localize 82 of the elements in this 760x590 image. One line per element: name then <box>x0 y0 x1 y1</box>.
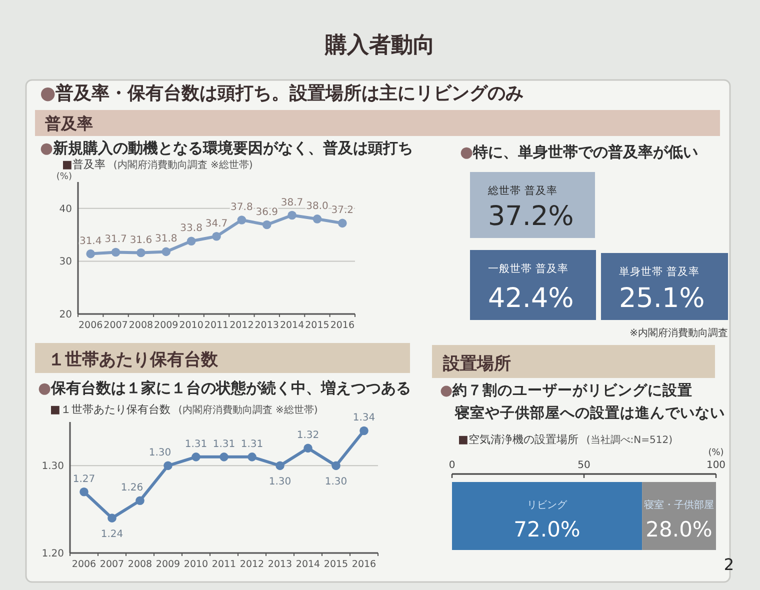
data-label: 1.27 <box>72 474 96 485</box>
x-tick-label: 2010 <box>179 320 204 331</box>
data-label: 28.0% <box>646 517 712 542</box>
series-label: リビング <box>527 500 568 511</box>
card-label: 総世帯 普及率 <box>488 185 558 197</box>
x-tick-label: 2009 <box>156 559 180 570</box>
y-tick-label: 20 <box>59 310 72 320</box>
x-tick-label: 2013 <box>268 559 292 570</box>
card-label: 単身世帯 普及率 <box>619 266 700 278</box>
data-label: 34.7 <box>205 218 228 230</box>
annotation: ■空気清浄機の設置場所 <box>458 433 578 446</box>
data-label: 31.7 <box>104 234 127 246</box>
data-label: 1.30 <box>268 476 292 488</box>
x-tick-label: 0 <box>448 460 456 471</box>
x-tick-label: 2013 <box>254 320 279 331</box>
axis-title: (%) <box>708 448 724 458</box>
annotation: 購入者動向 <box>325 33 435 58</box>
annotation: ■１世帯あたり保有台数 <box>50 403 170 416</box>
subtitle: ●保有台数は１家に１台の状態が続く中、増えつつある <box>38 379 412 397</box>
annotation: ※内閣府消費動向調査 <box>630 328 728 339</box>
data-label: 38.7 <box>280 197 304 208</box>
data-label: 37.8 <box>230 202 253 214</box>
annotation: ●普及率・保有台数は頭打ち。設置場所は主にリビングのみ <box>40 83 524 104</box>
data-label: 38.0 <box>306 200 328 212</box>
title: 設置場所 <box>443 354 511 374</box>
data-label: 31.4 <box>79 236 102 247</box>
x-tick-label: 2015 <box>305 320 330 331</box>
annotation: (内閣府消費動向調査 ※総世帯) <box>113 160 253 171</box>
data-label: 36.9 <box>256 206 278 218</box>
x-tick-label: 2008 <box>128 559 152 570</box>
x-tick-label: 2016 <box>330 320 354 331</box>
title: ●特に、単身世帯での普及率が低い <box>460 143 698 161</box>
data-label: 25.1% <box>619 283 705 314</box>
x-tick-label: 2006 <box>78 320 103 331</box>
x-tick-label: 2007 <box>100 559 124 570</box>
y-tick-label: 1.30 <box>42 461 64 472</box>
data-label: 1.30 <box>324 476 348 488</box>
x-tick-label: 2014 <box>280 320 304 331</box>
x-tick-label: 2014 <box>296 559 320 570</box>
data-label: 1.26 <box>120 482 144 494</box>
x-tick-label: 2009 <box>154 320 178 331</box>
data-label: 31.6 <box>130 234 152 246</box>
x-tick-label: 2011 <box>212 559 236 570</box>
x-tick-label: 50 <box>578 460 590 471</box>
x-tick-label: 2008 <box>128 320 154 331</box>
data-label: 1.24 <box>100 529 124 540</box>
data-label: 1.31 <box>212 438 236 450</box>
subtitle: ●約７割のユーザーがリビングに設置 <box>440 383 693 399</box>
series-label: 寝室・子供部屋 <box>644 500 714 511</box>
title: 普及率 <box>45 114 93 133</box>
data-label: 1.32 <box>296 430 320 442</box>
data-label: 1.34 <box>352 412 376 424</box>
data-label: 37.2% <box>488 201 574 232</box>
x-tick-label: 2010 <box>184 559 208 570</box>
subtitle: ●新規購入の動機となる環境要因がなく、普及は頭打ち <box>40 139 414 157</box>
y-tick-label: 1.20 <box>42 548 64 560</box>
annotation: (内閣府消費動向調査 ※総世帯) <box>178 405 318 416</box>
x-tick-label: 100 <box>706 460 726 471</box>
title: １世帯あたり保有台数 <box>48 350 218 370</box>
x-tick-label: 2012 <box>240 559 264 570</box>
annotation: ■普及率 <box>62 158 106 171</box>
x-tick-label: 2006 <box>72 559 96 570</box>
x-tick-label: 2012 <box>230 320 254 331</box>
x-tick-label: 2016 <box>352 559 376 570</box>
card-label: 一般世帯 普及率 <box>488 263 568 275</box>
annotation: 寝室や子供部屋への設置は進んでいない <box>455 405 725 422</box>
x-tick-label: 2007 <box>104 320 128 331</box>
x-tick-label: 2015 <box>324 559 348 570</box>
axis-title: (%) <box>56 172 72 182</box>
data-label: 72.0% <box>514 517 580 542</box>
y-tick-label: 40 <box>59 204 72 215</box>
annotation: 2 <box>724 555 734 574</box>
data-label: 1.31 <box>240 438 264 450</box>
x-tick-label: 2011 <box>204 320 229 331</box>
data-label: 1.30 <box>148 448 172 459</box>
annotation: (当社調べ:N=512) <box>586 435 673 446</box>
data-label: 37.2 <box>331 205 354 216</box>
data-label: 33.8 <box>180 223 202 234</box>
data-label: 1.31 <box>184 438 208 450</box>
data-label: 42.4% <box>488 283 574 314</box>
data-label: 31.8 <box>155 234 178 245</box>
y-tick-label: 30 <box>59 256 72 268</box>
